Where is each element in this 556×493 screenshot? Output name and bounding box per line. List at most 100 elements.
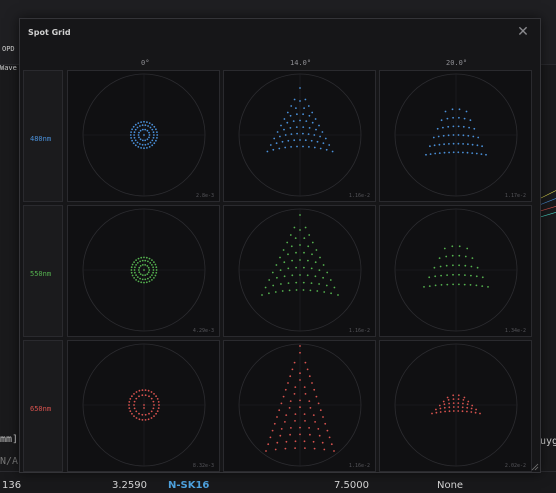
ray-spot [326, 429, 329, 432]
ray-spot [303, 440, 306, 443]
ray-spot [467, 400, 470, 403]
ray-spot [457, 410, 460, 412]
ray-spot [147, 125, 149, 127]
ray-spot [157, 407, 160, 409]
ray-spot [302, 126, 305, 128]
ray-spot [439, 265, 442, 268]
ray-spot [293, 139, 296, 142]
ray-spot [271, 429, 274, 432]
ray-spot [457, 402, 460, 404]
ray-spot [457, 406, 460, 408]
ray-spot [470, 411, 473, 413]
ray-spot [314, 421, 316, 423]
ray-spot [148, 134, 151, 136]
resize-handle-icon[interactable] [531, 463, 539, 471]
ray-spot [457, 151, 460, 154]
ray-spot [145, 256, 148, 259]
ray-spot [144, 139, 147, 142]
spot-diagram [238, 343, 362, 467]
ray-spot [443, 406, 446, 409]
ray-spot [299, 244, 301, 246]
ray-spot [141, 128, 144, 131]
ray-spot [295, 126, 298, 128]
ray-spot [148, 257, 151, 260]
ray-spot [272, 148, 275, 151]
ray-spot [326, 271, 329, 274]
scale-label: 2.02e-2 [504, 463, 526, 469]
ray-spot [295, 107, 297, 109]
ray-spot [308, 127, 311, 129]
ray-spot [128, 401, 131, 403]
ray-spot [451, 254, 454, 257]
ray-spot [134, 266, 136, 269]
ray-spot [135, 410, 138, 413]
ray-spot [452, 398, 455, 400]
ray-spot [155, 269, 158, 271]
ray-spot [141, 389, 144, 391]
ray-spot [315, 395, 318, 398]
ray-spot [148, 269, 151, 271]
ray-spot [135, 391, 138, 393]
ray-spot [139, 260, 141, 263]
ray-spot [461, 410, 464, 413]
ray-spot [137, 257, 140, 260]
ray-spot [138, 131, 140, 134]
ray-spot [295, 281, 298, 284]
ray-spot [269, 436, 272, 439]
ray-spot [315, 128, 317, 131]
ray-spot [292, 120, 295, 122]
ray-spot [149, 141, 152, 144]
ray-spot [475, 284, 478, 287]
ray-spot [134, 123, 137, 126]
ray-spot [458, 245, 461, 248]
ray-spot [299, 87, 301, 89]
ray-spot [291, 259, 293, 262]
ray-spot [446, 283, 449, 286]
ray-spot [309, 407, 312, 409]
ray-spot [470, 274, 472, 277]
ray-spot [462, 151, 464, 154]
ray-spot [466, 151, 469, 154]
ray-spot [146, 138, 149, 141]
ray-spot [304, 361, 307, 364]
ray-spot [469, 284, 472, 286]
ray-spot [148, 395, 150, 398]
ray-spot [464, 255, 467, 258]
ray-spot [328, 144, 331, 146]
ray-spot [141, 124, 144, 127]
wavelength-label-480: 480nm [30, 135, 52, 143]
ray-spot [442, 126, 444, 129]
ray-spot [438, 152, 441, 154]
ray-spot [308, 146, 310, 148]
ray-spot [467, 134, 470, 137]
ray-spot [304, 226, 307, 229]
ray-spot [302, 289, 305, 291]
ray-spot [299, 214, 301, 216]
ray-spot [481, 276, 484, 279]
ray-spot [138, 395, 140, 398]
ray-spot [299, 100, 301, 102]
ray-spot [271, 271, 274, 274]
ray-spot [443, 247, 446, 250]
wavelength-label-650: 650nm [30, 405, 52, 413]
spot-diagram [394, 208, 518, 332]
ray-spot [310, 139, 313, 142]
ray-spot [131, 263, 134, 266]
ray-spot [448, 410, 451, 413]
ray-spot [318, 283, 320, 285]
ray-spot [131, 274, 134, 277]
ray-spot [289, 127, 292, 129]
ray-spot [276, 276, 278, 279]
ray-spot [144, 128, 147, 131]
ray-spot [299, 399, 301, 402]
ray-spot [444, 410, 446, 413]
editor-row[interactable]: 136 3.2590 N-SK16 7.5000 None [0, 471, 556, 493]
ray-spot [328, 436, 331, 439]
ray-spot [458, 273, 460, 276]
ray-spot [140, 147, 142, 149]
close-icon[interactable]: ✕ [517, 24, 529, 40]
ray-spot [149, 276, 152, 278]
ray-spot [458, 254, 461, 257]
ray-spot [294, 447, 296, 449]
ray-spot [465, 110, 468, 113]
